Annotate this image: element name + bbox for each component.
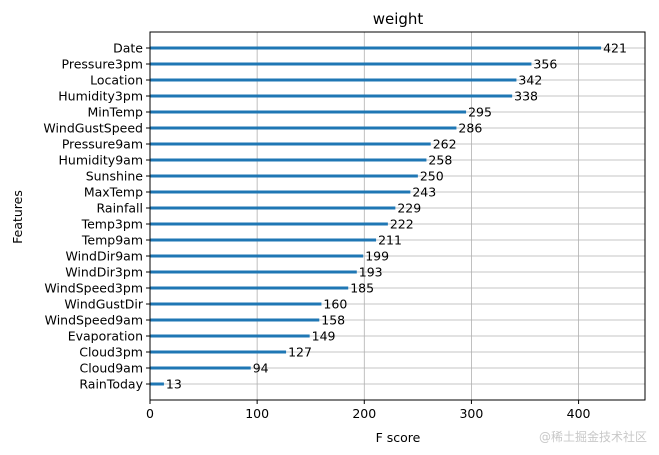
y-tick-label: WindDir3pm <box>65 265 143 280</box>
bar <box>150 78 517 82</box>
value-label: 149 <box>312 329 336 344</box>
value-label: 199 <box>365 249 389 264</box>
y-tick-label: WindSpeed9am <box>45 313 143 328</box>
y-tick-label: Temp9am <box>81 233 143 248</box>
y-tick-label: Pressure9am <box>62 137 143 152</box>
bar <box>150 270 357 274</box>
bar <box>150 142 431 146</box>
y-tick-label: Date <box>113 41 143 56</box>
value-label: 193 <box>359 265 383 280</box>
y-tick-label: WindSpeed3pm <box>44 281 143 296</box>
bar <box>150 94 513 98</box>
bar <box>150 318 320 322</box>
value-label: 211 <box>378 233 402 248</box>
bar <box>150 110 467 114</box>
y-tick-label: MaxTemp <box>84 185 143 200</box>
value-label: 258 <box>428 153 452 168</box>
value-label: 421 <box>603 41 627 56</box>
bar <box>150 62 532 66</box>
bar <box>150 238 377 242</box>
value-label: 342 <box>518 73 542 88</box>
value-label: 295 <box>468 105 492 120</box>
x-tick-label: 300 <box>459 406 483 421</box>
value-label: 243 <box>412 185 436 200</box>
y-tick-label: Rainfall <box>97 201 143 216</box>
value-label: 127 <box>288 345 312 360</box>
plot-frame <box>149 31 646 401</box>
value-label: 338 <box>514 89 538 104</box>
bar <box>150 334 310 338</box>
chart-title: weight <box>373 10 424 28</box>
bar <box>150 190 411 194</box>
bar <box>150 350 287 354</box>
value-label: 13 <box>166 377 182 392</box>
value-label: 229 <box>397 201 421 216</box>
y-axis-label: Features <box>10 190 25 244</box>
bar <box>150 254 364 258</box>
watermark: @稀土掘金技术社区 <box>538 430 647 444</box>
value-label: 222 <box>390 217 414 232</box>
x-tick-label: 200 <box>352 406 376 421</box>
y-tick-label: WindGustDir <box>64 297 144 312</box>
value-label: 94 <box>253 361 269 376</box>
value-label: 356 <box>533 57 557 72</box>
y-tick-label: Location <box>90 73 143 88</box>
bar <box>150 222 388 226</box>
y-tick-label: RainToday <box>79 377 143 392</box>
bar <box>150 158 427 162</box>
value-label: 158 <box>321 313 345 328</box>
y-tick-label: MinTemp <box>88 105 144 120</box>
x-tick-label: 0 <box>146 406 154 421</box>
y-tick-label: Pressure3pm <box>62 57 143 72</box>
y-tick-label: Evaporation <box>68 329 143 344</box>
y-tick-label: Humidity3pm <box>58 89 143 104</box>
y-tick-label: Cloud3pm <box>79 345 143 360</box>
x-axis-label: F score <box>376 430 421 445</box>
y-tick-label: WindGustSpeed <box>43 121 143 136</box>
bar <box>150 174 418 178</box>
x-ticks: 0 100 200 300 400 <box>146 400 591 421</box>
value-label: 250 <box>420 169 444 184</box>
x-tick-label: 400 <box>567 406 591 421</box>
bar <box>150 382 164 386</box>
y-tick-label: WindDir9am <box>66 249 143 264</box>
value-label: 262 <box>433 137 457 152</box>
value-labels: 4213563423382952862622582502432292222111… <box>166 41 627 392</box>
bars <box>150 46 602 386</box>
x-tick-label: 100 <box>245 406 269 421</box>
value-label: 185 <box>350 281 374 296</box>
bar <box>150 126 457 130</box>
y-ticks: DatePressure3pmLocationHumidity3pmMinTem… <box>43 41 150 392</box>
y-tick-label: Sunshine <box>86 169 144 184</box>
value-label: 160 <box>323 297 347 312</box>
bar <box>150 286 349 290</box>
y-tick-label: Cloud9am <box>80 361 144 376</box>
y-tick-label: Humidity9am <box>59 153 143 168</box>
value-label: 286 <box>458 121 482 136</box>
bar <box>150 206 396 210</box>
bar <box>150 302 322 306</box>
bar <box>150 366 251 370</box>
y-tick-label: Temp3pm <box>81 217 143 232</box>
bar <box>150 46 602 50</box>
